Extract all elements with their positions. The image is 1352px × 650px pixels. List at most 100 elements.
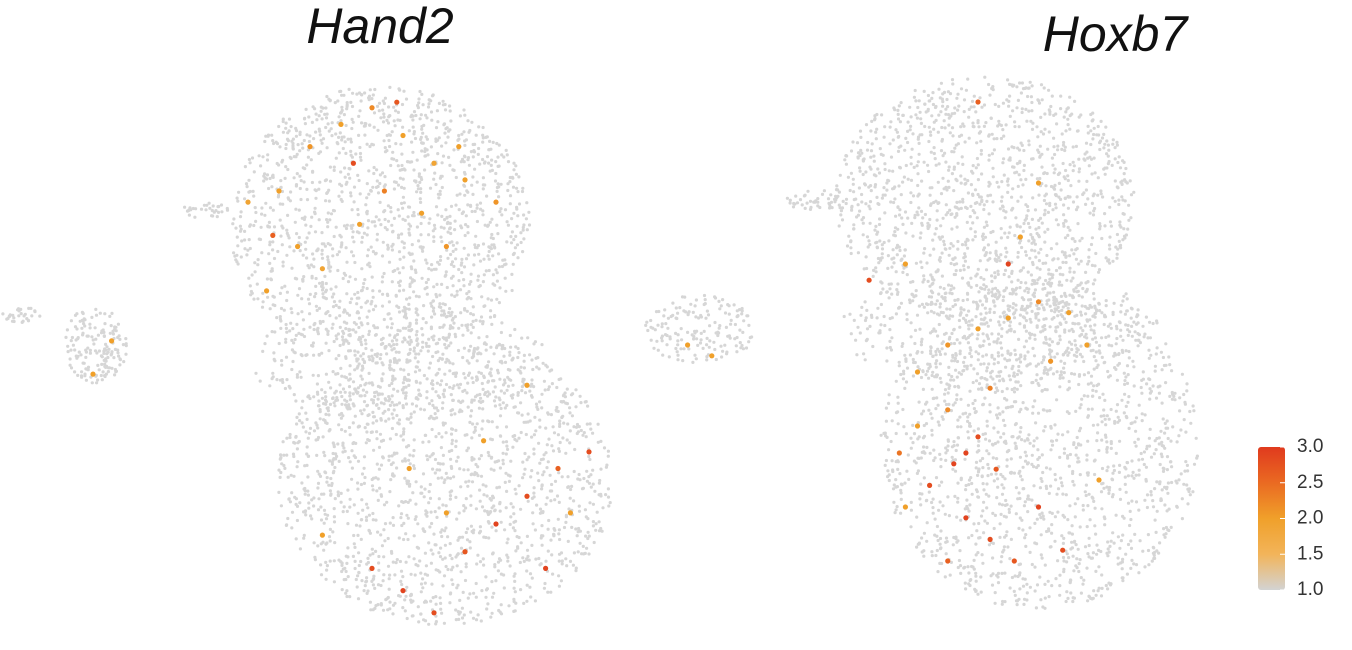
background-cell: [939, 110, 943, 114]
background-cell: [454, 257, 458, 261]
background-cell: [476, 152, 480, 156]
background-cell: [1106, 259, 1110, 263]
background-cell: [1044, 184, 1048, 188]
background-cell: [338, 131, 342, 135]
background-cell: [437, 367, 441, 371]
background-cell: [525, 583, 529, 587]
background-cell: [408, 462, 412, 466]
background-cell: [1003, 231, 1007, 235]
background-cell: [432, 235, 436, 239]
background-cell: [967, 319, 971, 323]
background-cell: [501, 458, 505, 462]
background-cell: [555, 385, 559, 390]
background-cell: [1056, 223, 1060, 227]
background-cell: [337, 151, 341, 155]
background-cell: [984, 121, 988, 125]
background-cell: [895, 288, 899, 292]
background-cell: [109, 324, 113, 328]
background-cell: [504, 148, 508, 152]
background-cell: [1027, 109, 1031, 113]
background-cell: [285, 453, 289, 457]
background-cell: [436, 476, 440, 480]
background-cell: [434, 620, 438, 624]
background-cell: [838, 206, 842, 210]
background-cell: [348, 433, 352, 437]
background-cell: [448, 128, 452, 132]
background-cell: [415, 190, 419, 194]
background-cell: [956, 108, 960, 112]
background-cell: [370, 97, 374, 101]
background-cell: [1076, 129, 1080, 133]
background-cell: [496, 560, 501, 564]
background-cell: [919, 121, 924, 125]
background-cell: [399, 569, 404, 573]
background-cell: [80, 375, 84, 379]
background-cell: [1057, 181, 1061, 185]
background-cell: [891, 187, 895, 191]
background-cell: [1068, 114, 1072, 118]
background-cell: [436, 359, 440, 363]
background-cell: [455, 193, 459, 197]
background-cell: [959, 397, 963, 401]
background-cell: [320, 141, 324, 145]
background-cell: [916, 105, 920, 110]
background-cell: [326, 513, 330, 517]
background-cell: [926, 221, 930, 225]
background-cell: [847, 234, 851, 238]
background-cell: [397, 350, 401, 354]
background-cell: [437, 506, 441, 510]
background-cell: [95, 381, 99, 385]
background-cell: [928, 130, 933, 134]
background-cell: [485, 194, 489, 198]
background-cell: [477, 336, 481, 340]
background-cell: [509, 515, 513, 519]
background-cell: [886, 266, 890, 270]
background-cell: [64, 335, 68, 339]
background-cell: [882, 240, 886, 245]
background-cell: [517, 351, 521, 355]
background-cell: [338, 314, 342, 318]
background-cell: [326, 329, 330, 333]
background-cell: [466, 119, 470, 123]
background-cell: [249, 289, 253, 294]
background-cell: [500, 264, 504, 269]
background-cell: [349, 194, 353, 198]
background-cell: [1023, 289, 1027, 293]
background-cell: [268, 240, 272, 244]
background-cell: [376, 530, 380, 534]
background-cell: [1183, 469, 1187, 473]
background-cell: [324, 372, 328, 376]
background-cell: [916, 160, 920, 164]
background-cell: [317, 114, 321, 118]
background-cell: [297, 241, 301, 245]
background-cell: [374, 215, 378, 219]
background-cell: [373, 252, 378, 256]
background-cell: [434, 205, 439, 209]
background-cell: [385, 118, 389, 122]
background-cell: [320, 117, 324, 121]
background-cell: [364, 518, 369, 523]
background-cell: [975, 216, 979, 220]
background-cell: [881, 153, 885, 157]
background-cell: [1074, 543, 1078, 547]
background-cell: [1019, 280, 1023, 285]
background-cell: [367, 528, 371, 532]
background-cell: [401, 195, 405, 199]
background-cell: [101, 370, 105, 374]
background-cell: [420, 92, 424, 96]
background-cell: [415, 225, 419, 229]
background-cell: [359, 518, 363, 522]
background-cell: [66, 344, 70, 348]
background-cell: [963, 182, 967, 186]
background-cell: [359, 409, 363, 413]
background-cell: [256, 263, 260, 267]
background-cell: [259, 164, 263, 168]
background-cell: [517, 202, 522, 206]
background-cell: [591, 502, 596, 506]
background-cell: [1102, 132, 1106, 136]
background-cell: [349, 224, 353, 228]
background-cell: [980, 303, 985, 307]
background-cell: [388, 359, 392, 363]
background-cell: [279, 453, 283, 457]
background-cell: [445, 285, 449, 290]
